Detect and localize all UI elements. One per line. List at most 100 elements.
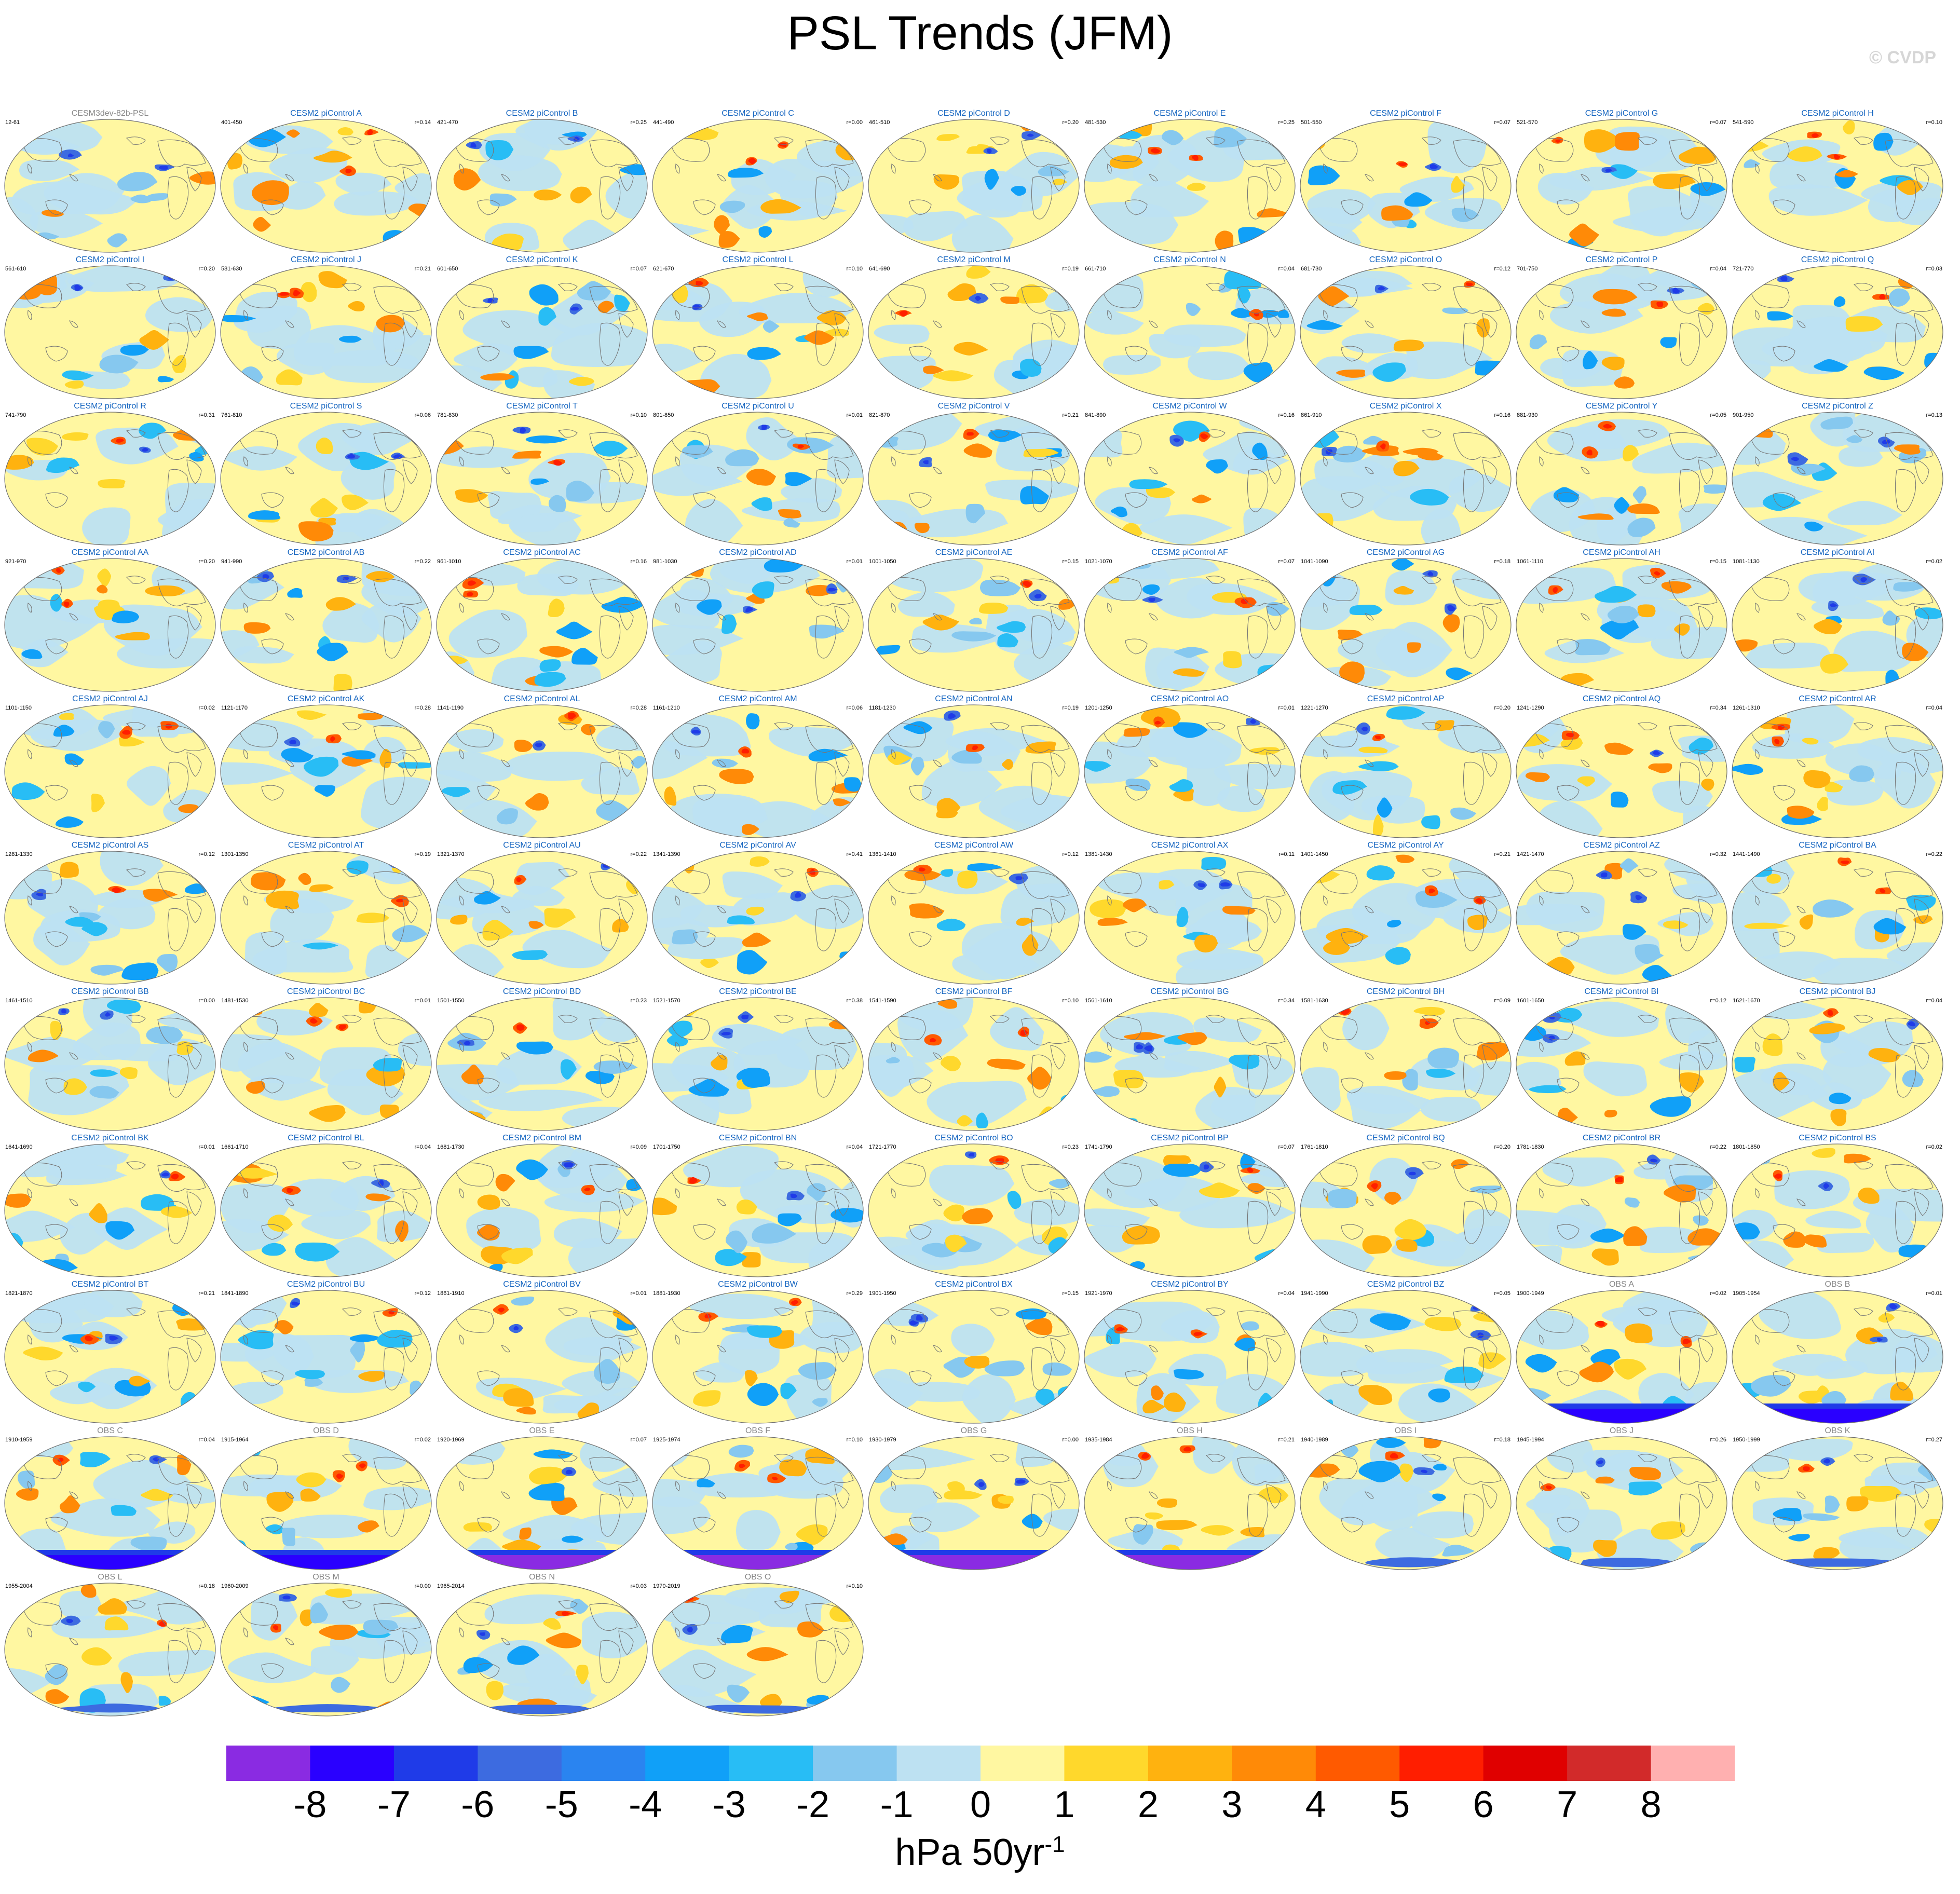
coastline [1581,759,1590,767]
anomaly-region [156,954,178,972]
anomaly-region [951,750,982,764]
panel-title: CESM2 piControl BS [1799,1134,1876,1142]
anomaly-region [1187,182,1206,191]
coastline [126,576,146,584]
anomaly-region [221,630,260,659]
coastline [1773,1370,1795,1386]
panel-correlation: r=0.18 [198,1583,215,1589]
anomaly-region [904,869,942,881]
anomaly-core [105,1012,111,1017]
anomaly-region [1206,459,1228,474]
coastline [1102,1455,1142,1479]
panel-map [1084,1436,1296,1570]
anomaly-region [1653,173,1696,189]
coastline [1796,1491,1806,1499]
map-border [1084,119,1296,253]
panel-map [220,1436,432,1570]
map-border [4,119,216,253]
map-border [436,119,648,253]
anomaly-core [1656,302,1664,307]
anomaly-region [910,1502,981,1532]
coastline [589,432,638,460]
anomaly-core [1192,155,1199,161]
anomaly-core [553,460,562,466]
anomaly-region [334,191,424,216]
anomaly-region [1622,924,1646,940]
anomaly-region [1614,376,1635,389]
panel-map [868,997,1080,1131]
panel-title: CESM2 piControl AT [288,841,364,850]
panel-years: 1341-1390 [653,851,680,857]
coastline [69,174,78,182]
coastline [1021,578,1070,607]
coastline [157,871,206,900]
coastline [1637,722,1657,730]
anomaly-region [1302,1307,1325,1316]
coastline [599,615,621,659]
coastline [45,1663,68,1679]
coastline [557,137,578,145]
anomaly-region [1678,146,1718,165]
anomaly-region [1385,947,1411,965]
coastline [891,163,896,174]
coastline [1266,1191,1282,1216]
anomaly-core [1605,168,1612,172]
anomaly-region [964,1356,990,1369]
anomaly-region [568,376,594,386]
anomaly-region [1272,417,1284,438]
panel-correlation: r=0.16 [1278,412,1295,418]
panel-title: CESM2 piControl T [506,402,578,411]
coastline [1539,895,1544,906]
anomaly-core [795,892,801,898]
coastline [1637,868,1657,877]
coastline [1318,138,1358,162]
coastline [693,199,716,215]
coastline [28,1334,32,1345]
anomaly-region [221,1219,289,1252]
anomaly-core [1424,1021,1431,1025]
panel-title: CESM2 piControl BK [71,1134,149,1142]
panel-years: 701-750 [1517,266,1538,272]
panel-correlation: r=0.29 [846,1290,863,1297]
coastline [933,467,942,474]
anomaly-region [1890,1381,1913,1401]
panel-correlation: r=0.00 [846,119,863,126]
anomaly-region [480,373,515,381]
coastline [675,310,680,320]
panel-title: CESM2 piControl E [1153,109,1226,118]
coastline [1102,1162,1142,1187]
coastline [186,167,202,192]
coastline [1125,492,1148,508]
anomaly-core [1173,438,1181,443]
anomaly-core [704,1314,712,1319]
anomaly-region [1156,1520,1197,1531]
coastline [1365,906,1374,914]
anomaly-core [741,748,750,754]
anomaly-region [879,1484,938,1513]
coastline [1247,761,1269,805]
panel-title: CESM2 piControl BT [71,1280,149,1289]
anomaly-core [1475,898,1483,904]
coastline [1914,167,1929,192]
anomaly-core [347,454,356,459]
anomaly-region [1393,460,1420,476]
anomaly-core [1371,1183,1378,1190]
coastline [1125,638,1148,655]
anomaly-region [1678,1072,1705,1093]
units-exponent: -1 [1044,1832,1065,1857]
coastline [1149,1491,1158,1499]
map-border [1516,558,1727,692]
anomaly-region [296,710,327,720]
map-border [1732,704,1943,838]
anomaly-core [64,602,70,607]
anomaly-region [392,925,428,943]
anomaly-core [967,432,974,436]
anomaly-region [1742,1299,1759,1314]
coastline [1102,1309,1142,1333]
anomaly-region [1084,1051,1112,1063]
anomaly-region [141,1489,173,1501]
panel-title: CESM2 piControl AP [1367,694,1445,703]
colorbar-tick-label: 4 [1305,1784,1326,1825]
map-border [220,704,432,838]
panel-years: 1261-1310 [1733,705,1760,711]
